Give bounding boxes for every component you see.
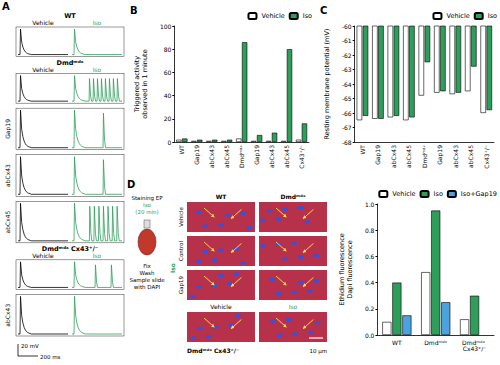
svg-text:abCx45: abCx45 xyxy=(223,145,230,168)
svg-text:-65: -65 xyxy=(342,95,352,102)
svg-text:Staining EP: Staining EP xyxy=(131,195,163,202)
svg-text:Iso: Iso xyxy=(93,66,102,73)
svg-text:-67: -67 xyxy=(342,124,352,131)
svg-text:Fix: Fix xyxy=(143,263,151,269)
svg-text:Dmdᵐᵈˣ: Dmdᵐᵈˣ xyxy=(462,338,488,346)
svg-text:80: 80 xyxy=(164,46,172,53)
svg-text:WT: WT xyxy=(178,145,185,155)
svg-text:Iso: Iso xyxy=(143,202,151,208)
svg-text:Ethidium fluorescence: Ethidium fluorescence xyxy=(338,233,346,305)
svg-text:Cx43⁺/⁻: Cx43⁺/⁻ xyxy=(463,345,487,352)
svg-text:0.6: 0.6 xyxy=(365,253,375,260)
svg-text:Dmdᵐᵈˣ Cx43⁺/⁻: Dmdᵐᵈˣ Cx43⁺/⁻ xyxy=(187,347,239,354)
svg-text:Vehicle: Vehicle xyxy=(32,19,54,26)
svg-text:Vehicle: Vehicle xyxy=(178,207,184,227)
svg-text:-60: -60 xyxy=(342,23,352,30)
svg-text:Iso: Iso xyxy=(289,303,298,310)
svg-text:0.0: 0.0 xyxy=(365,332,375,339)
svg-text:abCx43: abCx43 xyxy=(208,145,215,168)
svg-text:Dmdᵐᵈˣ: Dmdᵐᵈˣ xyxy=(57,59,84,67)
svg-text:Gap19: Gap19 xyxy=(178,275,185,294)
svg-text:0.2: 0.2 xyxy=(365,305,375,312)
svg-text:Iso: Iso xyxy=(169,263,176,273)
svg-text:Gap19: Gap19 xyxy=(253,145,261,165)
svg-text:200 ms: 200 ms xyxy=(40,354,61,360)
svg-text:Dmdᵐᵈˣ: Dmdᵐᵈˣ xyxy=(421,145,428,168)
svg-text:Iso+Gap19: Iso+Gap19 xyxy=(461,190,497,198)
svg-text:abCx43: abCx43 xyxy=(4,304,11,327)
svg-text:D: D xyxy=(127,179,135,190)
svg-text:-68: -68 xyxy=(342,139,352,146)
svg-text:Cx43⁺/⁻: Cx43⁺/⁻ xyxy=(298,145,305,169)
svg-text:100: 100 xyxy=(160,23,172,30)
svg-text:Resting membrane potential (mV: Resting membrane potential (mV) xyxy=(323,29,331,140)
svg-text:-66: -66 xyxy=(342,110,352,117)
svg-text:0.4: 0.4 xyxy=(365,279,375,286)
svg-text:observed in 1 minute: observed in 1 minute xyxy=(141,49,149,118)
svg-text:20: 20 xyxy=(164,115,172,122)
svg-text:Iso: Iso xyxy=(93,252,102,259)
svg-text:Dmdᵐᵈˣ: Dmdᵐᵈˣ xyxy=(424,339,447,346)
svg-text:abCx43: abCx43 xyxy=(452,145,459,168)
svg-text:Gap19: Gap19 xyxy=(193,145,201,165)
svg-text:A: A xyxy=(2,1,10,12)
svg-text:Vehicle: Vehicle xyxy=(392,190,415,198)
svg-text:10 µm: 10 µm xyxy=(309,348,327,355)
svg-text:abCx45: abCx45 xyxy=(405,145,412,168)
svg-text:abCx45: abCx45 xyxy=(467,145,474,168)
svg-text:Iso: Iso xyxy=(488,12,497,20)
svg-text:20 mV: 20 mV xyxy=(21,343,39,349)
svg-text:C: C xyxy=(320,5,327,16)
svg-text:Control: Control xyxy=(178,241,184,261)
svg-text:Vehicle: Vehicle xyxy=(32,66,54,73)
svg-text:B: B xyxy=(130,5,138,16)
svg-text:WT: WT xyxy=(64,12,76,20)
svg-text:-63: -63 xyxy=(342,66,352,73)
svg-text:Cx43⁺/⁻: Cx43⁺/⁻ xyxy=(483,145,490,169)
svg-text:-64: -64 xyxy=(342,81,352,88)
svg-text:abCx43: abCx43 xyxy=(390,145,397,168)
svg-text:Sample slide: Sample slide xyxy=(129,277,165,284)
svg-text:Gap19: Gap19 xyxy=(4,119,12,139)
svg-text:WT: WT xyxy=(216,193,228,200)
svg-text:with DAPI: with DAPI xyxy=(134,284,161,290)
svg-text:Vehicle: Vehicle xyxy=(32,252,54,259)
svg-text:abCx43: abCx43 xyxy=(268,145,275,168)
svg-text:abCx43: abCx43 xyxy=(4,164,11,187)
svg-text:0.8: 0.8 xyxy=(365,227,375,234)
svg-text:Wash: Wash xyxy=(140,270,155,276)
svg-text:Dmdᵐᵈˣ: Dmdᵐᵈˣ xyxy=(238,145,245,168)
svg-text:Gap19: Gap19 xyxy=(374,145,382,165)
svg-text:WT: WT xyxy=(392,339,402,346)
svg-text:Triggered activity: Triggered activity xyxy=(133,56,141,114)
svg-text:Dmdᵐᵈˣ Cx43⁺/⁻: Dmdᵐᵈˣ Cx43⁺/⁻ xyxy=(41,244,99,253)
svg-text:0: 0 xyxy=(168,139,172,146)
svg-text:Iso: Iso xyxy=(434,190,443,198)
svg-text:WT: WT xyxy=(359,145,366,155)
svg-text:abCx45: abCx45 xyxy=(283,145,290,168)
svg-text:(20 min): (20 min) xyxy=(135,209,158,215)
svg-text:abCx45: abCx45 xyxy=(4,210,11,233)
svg-text:Vehicle: Vehicle xyxy=(446,12,469,20)
svg-text:Dmdᵐᵈˣ: Dmdᵐᵈˣ xyxy=(281,193,306,200)
svg-text:1.0: 1.0 xyxy=(365,201,375,208)
svg-text:Dapi fluorescence: Dapi fluorescence xyxy=(346,240,354,298)
svg-text:-62: -62 xyxy=(342,52,352,59)
svg-text:Iso: Iso xyxy=(303,12,312,20)
svg-text:40: 40 xyxy=(164,92,172,99)
svg-text:60: 60 xyxy=(164,69,172,76)
svg-text:Vehicle: Vehicle xyxy=(210,303,232,310)
svg-text:Vehicle: Vehicle xyxy=(261,12,284,20)
svg-text:Gap19: Gap19 xyxy=(436,145,444,165)
svg-text:-61: -61 xyxy=(342,37,352,44)
svg-text:Iso: Iso xyxy=(93,19,102,26)
